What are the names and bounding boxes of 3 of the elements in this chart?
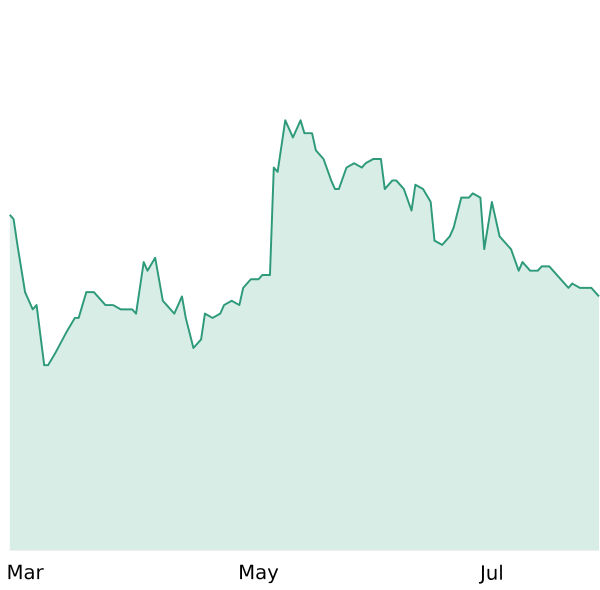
x-tick-label: Mar <box>8 564 44 580</box>
x-tick-label: Jul <box>479 564 502 584</box>
x-tick-label: May <box>240 564 278 584</box>
